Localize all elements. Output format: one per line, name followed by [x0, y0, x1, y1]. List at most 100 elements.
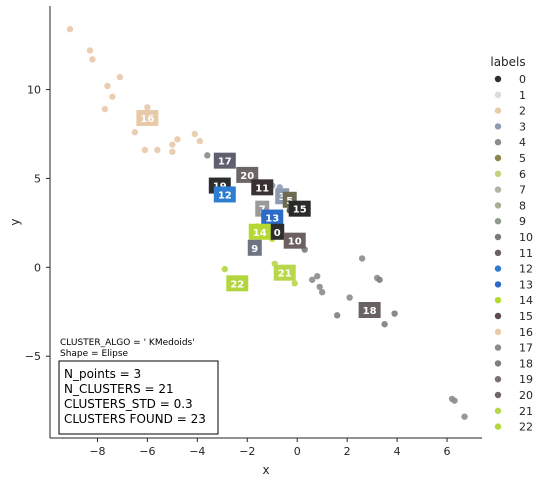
- legend-marker: [494, 391, 502, 399]
- x-tick-label: −2: [239, 445, 255, 458]
- y-tick-label: −5: [25, 350, 41, 363]
- legend-marker: [494, 218, 502, 225]
- data-point: [116, 73, 124, 81]
- data-point: [313, 273, 321, 280]
- cluster-label-text: 15: [293, 205, 307, 216]
- cluster-label-box: [213, 152, 236, 169]
- info-box-line-2: N_CLUSTERS = 21: [64, 382, 174, 396]
- algo-annotation: CLUSTER_ALGO = ' KMedoids': [60, 338, 195, 348]
- legend-entry: 22: [519, 421, 533, 434]
- cluster-label-text: 18: [363, 306, 377, 317]
- cluster-label-text: 22: [230, 279, 244, 290]
- x-tick-label: 0: [294, 445, 301, 458]
- legend-marker: [494, 249, 502, 256]
- info-box-line-4: CLUSTERS FOUND = 23: [64, 412, 206, 426]
- data-point: [204, 152, 211, 159]
- legend-entry: 5: [519, 152, 526, 165]
- cluster-label-box: [236, 166, 259, 183]
- cluster-label-text: 9: [251, 244, 258, 255]
- cluster-label-box: [248, 223, 271, 240]
- data-point: [104, 82, 111, 90]
- data-point: [318, 289, 326, 296]
- data-point: [141, 146, 149, 154]
- info-box: [58, 360, 219, 435]
- shape-annotation: Shape = Elipse: [60, 349, 129, 359]
- cluster-label-text: 13: [265, 214, 279, 225]
- x-tick-label: 2: [344, 445, 351, 458]
- x-tick-label: −8: [89, 445, 105, 458]
- legend-marker: [494, 265, 502, 272]
- cluster-label-text: 10: [288, 237, 302, 248]
- data-point: [358, 255, 366, 262]
- x-tick-label: −6: [139, 445, 155, 458]
- legend-entry: 0: [519, 73, 526, 86]
- data-point: [154, 146, 161, 154]
- cluster-label-text: 20: [240, 171, 254, 182]
- data-point: [381, 321, 388, 328]
- legend-entry: 4: [519, 136, 526, 149]
- info-box-line-3: CLUSTERS_STD = 0.3: [64, 397, 193, 411]
- cluster-label-box: [283, 232, 306, 249]
- data-point: [316, 283, 323, 291]
- cluster-label-text: 3: [279, 192, 286, 203]
- cluster-label-box: [247, 239, 262, 256]
- legend-entry: 13: [519, 278, 533, 291]
- x-tick-label: −4: [189, 445, 205, 458]
- cluster-label-text: 14: [253, 228, 267, 239]
- data-point: [131, 129, 139, 136]
- data-point: [144, 104, 151, 111]
- legend-entry: 1: [519, 89, 526, 102]
- legend-marker: [494, 344, 502, 351]
- legend-entry: 11: [519, 247, 533, 260]
- data-point: [101, 105, 109, 113]
- y-tick-label: 0: [34, 261, 41, 274]
- legend-marker: [494, 297, 502, 304]
- legend-marker: [494, 376, 502, 383]
- legend-marker: [494, 328, 502, 335]
- x-tick-label: 4: [394, 445, 401, 458]
- legend-entry: 19: [519, 373, 533, 386]
- cluster-label-text: 17: [218, 157, 232, 168]
- data-point: [109, 93, 116, 100]
- legend-marker: [494, 423, 502, 430]
- data-point: [308, 276, 316, 283]
- cluster-label-text: 11: [255, 183, 269, 194]
- data-point: [174, 136, 181, 143]
- legend-entry: 7: [519, 184, 526, 197]
- data-point: [196, 137, 204, 145]
- x-tick-label: 6: [444, 445, 451, 458]
- data-point: [169, 148, 176, 155]
- legend-marker: [494, 360, 502, 367]
- x-axis-label: x: [262, 463, 269, 477]
- legend-entry: 6: [519, 168, 526, 181]
- legend-marker: [494, 202, 502, 209]
- legend-entry: 18: [519, 357, 533, 370]
- y-tick-label: 5: [34, 172, 41, 185]
- y-axis-label: y: [8, 218, 22, 225]
- legend-entry: 2: [519, 105, 526, 118]
- data-point: [376, 276, 383, 283]
- legend-entry: 9: [519, 215, 526, 228]
- legend-marker: [494, 139, 502, 146]
- cluster-label-text: 16: [140, 114, 154, 125]
- data-point: [191, 130, 199, 138]
- cluster-label-text: 12: [218, 190, 232, 201]
- cluster-label-box: [226, 275, 249, 292]
- legend-entry: 15: [519, 310, 533, 323]
- legend-marker: [494, 407, 502, 414]
- cluster-label-text: 0: [274, 228, 281, 239]
- legend-entry: 8: [519, 199, 526, 212]
- cluster-label-text: 21: [278, 269, 292, 280]
- cluster-label-box: [261, 209, 284, 226]
- legend-entry: 14: [519, 294, 533, 307]
- data-point: [451, 397, 458, 404]
- legend-title: labels: [490, 55, 525, 69]
- data-point: [333, 312, 341, 319]
- data-point: [66, 25, 74, 33]
- legend-entry: 21: [519, 405, 533, 418]
- legend-marker: [494, 186, 502, 193]
- legend-marker: [494, 281, 502, 288]
- data-point: [86, 47, 94, 54]
